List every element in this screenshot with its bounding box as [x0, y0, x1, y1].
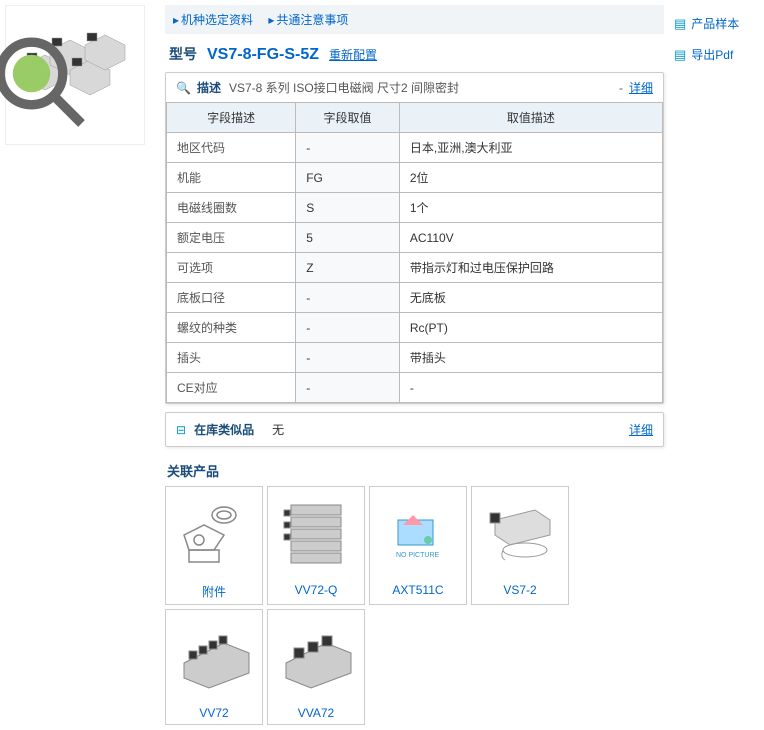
spec-cell: -: [296, 283, 400, 313]
reconfigure-link[interactable]: 重新配置: [329, 46, 377, 63]
breadcrumb: ▸机种选定资料 ▸共通注意事项: [165, 5, 664, 34]
related-product-image: [272, 614, 360, 702]
spec-cell: 地区代码: [167, 133, 296, 163]
spec-row: 额定电压5AC110V: [167, 223, 663, 253]
spec-cell: 2位: [399, 163, 662, 193]
related-product-label: VVA72: [298, 706, 334, 720]
spec-cell: 5: [296, 223, 400, 253]
sample-label: 产品样本: [691, 15, 739, 32]
spec-cell: Rc(PT): [399, 313, 662, 343]
related-product-label: VS7-2: [503, 583, 536, 597]
spec-cell: 无底板: [399, 283, 662, 313]
spec-cell: 机能: [167, 163, 296, 193]
detail-link[interactable]: 详细: [629, 79, 653, 96]
spec-header: 字段描述: [167, 103, 296, 133]
pdf-icon: ▤: [674, 47, 686, 63]
related-product-image: [170, 491, 258, 579]
zoom-icon[interactable]: [0, 36, 104, 139]
related-product-image: [476, 491, 564, 579]
spec-cell: 日本,亚洲,澳大利亚: [399, 133, 662, 163]
spec-cell: 带指示灯和过电压保护回路: [399, 253, 662, 283]
spec-cell: -: [296, 343, 400, 373]
spec-cell: 可选项: [167, 253, 296, 283]
spec-cell: 1个: [399, 193, 662, 223]
spec-header: 取值描述: [399, 103, 662, 133]
spec-table: 字段描述字段取值取值描述 地区代码-日本,亚洲,澳大利亚机能FG2位电磁线圈数S…: [166, 102, 663, 403]
export-pdf-link[interactable]: ▤ 导出Pdf: [674, 46, 759, 63]
related-product-card[interactable]: NO PICTURE AXT511C: [369, 486, 467, 605]
spec-cell: AC110V: [399, 223, 662, 253]
spec-cell: -: [296, 313, 400, 343]
related-product-label: 附件: [202, 583, 226, 600]
description-subtitle: VS7-8 系列 ISO接口电磁阀 尺寸2 间隙密封: [229, 79, 459, 96]
related-product-card[interactable]: VV72: [165, 609, 263, 725]
stock-detail-link[interactable]: 详细: [629, 421, 653, 438]
model-code: VS7-8-FG-S-5Z: [207, 46, 319, 64]
spec-row: 底板口径-无底板: [167, 283, 663, 313]
related-product-label: VV72: [199, 706, 228, 720]
description-title: 描述: [197, 79, 221, 96]
spec-cell: CE对应: [167, 373, 296, 403]
spec-cell: 螺纹的种类: [167, 313, 296, 343]
document-icon: ▤: [674, 16, 686, 32]
related-product-image: [170, 614, 258, 702]
pdf-label: 导出Pdf: [691, 46, 733, 63]
stock-label: 在库类似品: [194, 421, 254, 438]
spec-row: 电磁线圈数S1个: [167, 193, 663, 223]
spec-row: 可选项Z带指示灯和过电压保护回路: [167, 253, 663, 283]
spec-cell: 底板口径: [167, 283, 296, 313]
stock-icon: ⊟: [176, 423, 186, 437]
spec-cell: -: [296, 373, 400, 403]
breadcrumb-link-1[interactable]: 机种选定资料: [181, 13, 253, 27]
arrow-icon: ▸: [173, 13, 179, 27]
spec-cell: 插头: [167, 343, 296, 373]
spec-cell: Z: [296, 253, 400, 283]
related-product-card[interactable]: VS7-2: [471, 486, 569, 605]
related-product-label: AXT511C: [392, 583, 443, 597]
related-product-card[interactable]: 附件: [165, 486, 263, 605]
description-panel: 🔍 描述 VS7-8 系列 ISO接口电磁阀 尺寸2 间隙密封 - 详细 字段描…: [165, 72, 664, 404]
spec-cell: -: [399, 373, 662, 403]
spec-row: 地区代码-日本,亚洲,澳大利亚: [167, 133, 663, 163]
spec-row: CE对应--: [167, 373, 663, 403]
svg-text:NO PICTURE: NO PICTURE: [396, 552, 440, 559]
arrow-icon: ▸: [268, 13, 274, 27]
stock-panel: ⊟ 在库类似品 无 详细: [165, 412, 664, 447]
spec-row: 螺纹的种类-Rc(PT): [167, 313, 663, 343]
related-product-image: [272, 491, 360, 579]
related-title: 关联产品: [165, 455, 664, 486]
spec-row: 机能FG2位: [167, 163, 663, 193]
spec-cell: FG: [296, 163, 400, 193]
related-product-card[interactable]: VV72-Q: [267, 486, 365, 605]
stock-value: 无: [272, 421, 284, 438]
breadcrumb-link-2[interactable]: 共通注意事项: [276, 13, 348, 27]
spec-cell: S: [296, 193, 400, 223]
product-sample-link[interactable]: ▤ 产品样本: [674, 15, 759, 32]
spec-cell: 额定电压: [167, 223, 296, 253]
model-label: 型号: [169, 44, 197, 64]
spec-cell: 电磁线圈数: [167, 193, 296, 223]
dash: -: [619, 81, 623, 95]
spec-header: 字段取值: [296, 103, 400, 133]
spec-cell: -: [296, 133, 400, 163]
related-product-card[interactable]: VVA72: [267, 609, 365, 725]
search-icon: 🔍: [176, 81, 191, 95]
related-product-image: NO PICTURE: [374, 491, 462, 579]
related-product-label: VV72-Q: [295, 583, 338, 597]
spec-cell: 带插头: [399, 343, 662, 373]
spec-row: 插头-带插头: [167, 343, 663, 373]
product-main-image: [5, 5, 145, 145]
